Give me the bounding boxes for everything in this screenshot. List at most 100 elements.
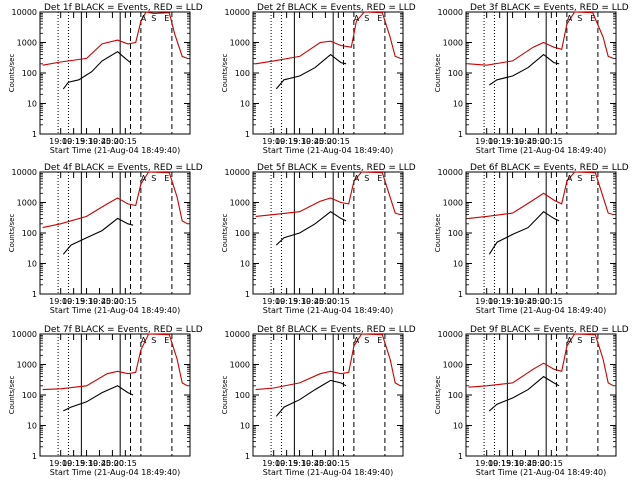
y-tick-label: 1000 [443,361,463,370]
axis-frame [39,11,191,135]
series-line [468,171,614,219]
x-tick-label: 19:15 [275,297,298,306]
x-tick-label: 19:00 [262,137,285,146]
series-line [63,385,134,412]
x-tick-label: 19:00 [262,459,285,468]
y-tick-label: 1000 [230,199,250,208]
flag-label: S [577,14,582,23]
x-tick-label: 20:00 [101,459,124,468]
x-tick-label: 19:30 [288,137,311,146]
y-tick-label: 1000 [230,39,250,48]
x-tick-label: 20:00 [314,137,337,146]
series-line [275,379,347,417]
x-tick-label: 19:45 [301,459,324,468]
y-tick-label: 100 [448,69,463,78]
panel-title: Det 3f BLACK = Events, RED = LLD [470,3,629,13]
x-tick-label: 19:30 [75,297,98,306]
series-line [62,51,131,90]
x-tick-label: 19:15 [62,459,85,468]
x-axis-label: Start Time (21-Aug-04 18:49:40) [50,146,181,155]
y-tick-label: 1 [245,130,250,139]
y-axis-label: Counts/sec [221,376,229,415]
x-tick-label: 20:00 [527,297,550,306]
x-axis-label: Start Time (21-Aug-04 18:49:40) [263,306,394,315]
series-line [468,333,614,388]
flag-label: A [567,336,573,345]
y-tick-label: 100 [22,229,37,238]
x-tick-label: 19:30 [501,137,524,146]
y-tick-label: 10000 [12,168,37,177]
x-tick-label: 20:15 [540,137,563,146]
y-tick-label: 10 [240,260,250,269]
series-line [42,171,188,229]
x-tick-label: 20:15 [114,297,137,306]
panel-title: Det 1f BLACK = Events, RED = LLD [44,3,203,13]
detector-panel: Det 5f BLACK = Events, RED = LLD 1 10 100 10… [221,163,416,315]
y-tick-label: 10000 [225,330,250,339]
y-tick-label: 10000 [438,330,463,339]
x-tick-label: 19:45 [514,137,537,146]
flag-label: S [577,174,582,183]
x-tick-label: 19:45 [301,137,324,146]
x-tick-label: 19:45 [514,459,537,468]
axis-frame [39,171,191,295]
flag-label: E [377,14,382,23]
x-tick-label: 19:00 [475,297,498,306]
axis-frame [252,11,404,135]
y-axis-label: Counts/sec [8,376,16,415]
x-tick-label: 19:30 [288,297,311,306]
flag-label: E [590,14,595,23]
flag-label: A [354,14,360,23]
y-tick-label: 1000 [443,39,463,48]
y-tick-label: 1 [458,290,463,299]
x-tick-label: 19:00 [49,297,72,306]
y-tick-label: 10000 [225,8,250,17]
y-tick-label: 1 [458,452,463,461]
flag-label: E [164,14,169,23]
x-axis-label: Start Time (21-Aug-04 18:49:40) [263,468,394,477]
x-tick-label: 19:00 [262,297,285,306]
axis-frame [39,333,191,457]
y-tick-label: 1 [32,130,37,139]
x-tick-label: 20:00 [101,137,124,146]
flag-label: S [364,174,369,183]
y-tick-label: 10 [240,100,250,109]
series-line [468,11,614,66]
flag-label: A [354,336,360,345]
y-tick-label: 10 [453,100,463,109]
x-tick-label: 20:15 [540,297,563,306]
x-tick-label: 20:15 [114,137,137,146]
flag-label: E [590,336,595,345]
y-tick-label: 10000 [438,8,463,17]
y-axis-label: Counts/sec [221,54,229,93]
series-line [255,171,401,217]
x-tick-label: 19:00 [49,459,72,468]
panel-title: Det 7f BLACK = Events, RED = LLD [44,325,203,335]
flag-label: S [151,174,156,183]
x-tick-label: 19:15 [275,459,298,468]
panel-title: Det 5f BLACK = Events, RED = LLD [257,163,416,173]
axis-frame [465,333,617,457]
x-tick-label: 20:15 [327,459,350,468]
y-axis-label: Counts/sec [8,54,16,93]
panel-title: Det 8f BLACK = Events, RED = LLD [257,325,416,335]
flag-label: S [364,14,369,23]
flag-label: A [141,336,147,345]
y-tick-label: 1 [32,290,37,299]
series-line [255,333,401,391]
y-tick-label: 10 [453,260,463,269]
y-tick-label: 100 [235,229,250,238]
panel-title: Det 2f BLACK = Events, RED = LLD [257,3,416,13]
x-axis-label: Start Time (21-Aug-04 18:49:40) [263,146,394,155]
flag-label: E [164,174,169,183]
panel-title: Det 6f BLACK = Events, RED = LLD [470,163,629,173]
flag-label: A [354,174,360,183]
series-line [488,210,560,255]
flag-label: E [377,174,382,183]
detector-panel: Det 2f BLACK = Events, RED = LLD 1 10 100 10… [221,3,416,155]
x-tick-label: 19:00 [475,459,498,468]
detector-panel: Det 9f BLACK = Events, RED = LLD 1 10 100 10… [434,325,629,477]
detector-panel: Det 1f BLACK = Events, RED = LLD 1 10 100 10… [8,3,203,155]
x-tick-label: 19:30 [501,459,524,468]
y-tick-label: 100 [22,391,37,400]
